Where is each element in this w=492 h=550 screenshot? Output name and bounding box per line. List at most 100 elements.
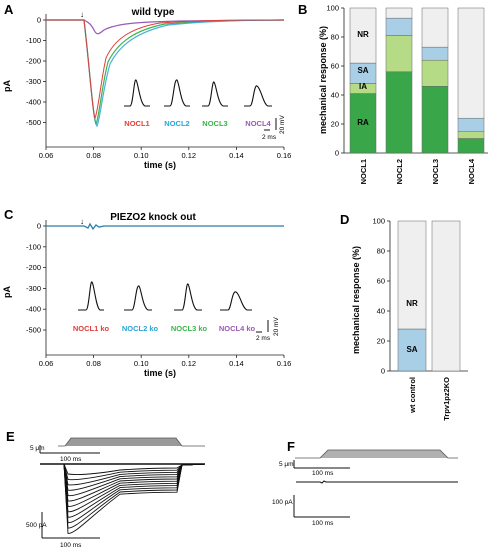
ytick-label: -200 xyxy=(26,57,41,66)
ytick-label: 100 xyxy=(326,4,339,13)
panel-c-trace-labels: NOCL1 ko NOCL2 ko NOCL3 ko NOCL4 ko xyxy=(73,324,256,333)
panel-f-scale-pa-label: 100 pA xyxy=(272,499,293,506)
bar-segment-sa xyxy=(421,46,449,61)
segment-label-sa: SA xyxy=(357,66,368,75)
segment-label-nr: NR xyxy=(357,30,369,39)
xtick-label: NOCL2 xyxy=(395,159,404,184)
xtick-label: 0.14 xyxy=(229,151,244,160)
bar-segment-ra xyxy=(349,93,377,154)
panel-b-xticks: NOCL1 NOCL2 NOCL3 NOCL4 xyxy=(359,158,476,184)
ytick-label: 80 xyxy=(331,33,339,42)
panel-e-scale-ms-bottom-label: 100 ms xyxy=(60,542,82,549)
bar-segment-nr xyxy=(457,7,485,119)
panel-e: E 5 μm 100 ms 500 pA 100 ms xyxy=(6,429,206,549)
ap-inset-nocl1-ko xyxy=(78,281,104,311)
xtick-label: NOCL1 xyxy=(359,159,368,184)
ytick-label: -500 xyxy=(26,326,41,335)
panel-b-bars: NR SA IA RA xyxy=(349,7,485,154)
bar-segment-sa xyxy=(397,328,427,372)
segment-label-ra: RA xyxy=(357,118,369,127)
ytick-label: 0 xyxy=(381,367,385,376)
xtick-label: Trpv1pz2KO xyxy=(442,377,451,421)
segment-label-ia: IA xyxy=(359,82,367,91)
panel-c-title: PIEZO2 knock out xyxy=(110,212,196,223)
xtick-label: 0.16 xyxy=(277,151,292,160)
trace-label: NOCL1 xyxy=(124,119,149,128)
panel-a: A wild type pA time (s) 0 -100 -200 -300 -40… xyxy=(2,2,291,170)
trace-label: NOCL4 xyxy=(245,119,271,128)
bar-segment-ra xyxy=(457,138,485,154)
ap-inset-nocl3-ko xyxy=(174,283,202,311)
stimulus-arrow-icon: ↓ xyxy=(80,10,84,19)
ytick-label: -500 xyxy=(26,118,41,127)
ap-inset-nocl3 xyxy=(202,81,228,107)
ytick-label: 80 xyxy=(377,247,385,256)
ap-inset-nocl2-ko xyxy=(124,285,152,311)
xtick-label: 0.16 xyxy=(277,359,292,368)
panel-e-current-trace xyxy=(63,463,206,486)
bar-segment-sa xyxy=(385,17,413,36)
trace-ko-combined xyxy=(46,222,284,231)
trace-nocl3 xyxy=(46,19,285,126)
panel-c: C PIEZO2 knock out pA time (s) 0 -100 -200… xyxy=(2,207,291,378)
panel-f-scale-ms-bottom-label: 100 ms xyxy=(312,520,334,527)
ytick-label: 20 xyxy=(377,337,385,346)
ytick-label: -400 xyxy=(26,305,41,314)
xtick-label: 0.12 xyxy=(181,151,196,160)
xtick-label: 0.08 xyxy=(86,359,101,368)
panel-a-trace-labels: NOCL1 NOCL2 NOCL3 NOCL4 xyxy=(124,119,271,128)
panel-b-ylabel: mechanical response (%) xyxy=(318,26,328,134)
xtick-label: 0.14 xyxy=(229,359,244,368)
ytick-label: -300 xyxy=(26,284,41,293)
ap-inset-nocl1 xyxy=(124,79,150,107)
bar-segment-ia xyxy=(385,35,413,73)
panel-letter-a: A xyxy=(4,2,14,17)
bar-segment-ra xyxy=(421,86,449,154)
panel-c-scale-y-label: 20 mV xyxy=(273,317,280,336)
ytick-label: -100 xyxy=(26,36,41,45)
panel-letter-c: C xyxy=(4,207,14,222)
panel-d-xticks: wt control Trpv1pz2KO xyxy=(408,377,451,421)
ytick-label: 0 xyxy=(37,222,41,231)
panel-e-stimulus-step xyxy=(58,437,205,447)
panel-f-stimulus-step xyxy=(295,449,458,459)
panel-e-current-trace xyxy=(63,463,206,481)
bar-segment-nr xyxy=(397,220,427,330)
panel-e-current-trace xyxy=(63,463,206,475)
panel-d-ylabel: mechanical response (%) xyxy=(351,246,361,354)
xtick-label: 0.10 xyxy=(134,151,149,160)
trace-nocl4 xyxy=(46,19,285,35)
panel-a-scale-y-label: 20 mV xyxy=(279,115,286,134)
trace-label: NOCL2 ko xyxy=(122,324,159,333)
bar-segment-ia xyxy=(457,131,485,139)
ap-inset-nocl4 xyxy=(244,85,272,107)
trace-nocl2 xyxy=(46,19,285,128)
trace-label: NOCL2 xyxy=(164,119,189,128)
panel-e-current-trace xyxy=(63,463,206,491)
panel-e-scale-pa-label: 500 pA xyxy=(26,522,47,529)
panel-d-yticks: 0 20 40 60 80 100 xyxy=(372,217,390,376)
panel-letter-e: E xyxy=(6,429,15,444)
panel-c-yticks: 0 -100 -200 -300 -400 -500 xyxy=(26,222,46,335)
xtick-label: 0.10 xyxy=(134,359,149,368)
panel-e-current-trace xyxy=(63,463,206,518)
panel-a-xlabel: time (s) xyxy=(144,160,176,170)
bar-segment-sa xyxy=(457,117,485,132)
panel-c-xticks: 0.06 0.08 0.10 0.12 0.14 0.16 xyxy=(39,355,292,368)
segment-label-sa: SA xyxy=(406,345,417,354)
xtick-label: wt control xyxy=(408,377,417,414)
panel-e-scale-um-label: 5 μm xyxy=(30,445,45,452)
trace-label: NOCL3 ko xyxy=(171,324,208,333)
ytick-label: -400 xyxy=(26,98,41,107)
panel-b-yticks: 0 20 40 60 80 100 xyxy=(326,4,344,158)
panel-e-current-trace xyxy=(63,463,206,497)
panel-e-current-trace xyxy=(63,463,206,534)
ytick-label: 0 xyxy=(37,16,41,25)
bar-segment-nr xyxy=(431,220,461,372)
panel-e-current-traces xyxy=(40,463,206,534)
panel-letter-f: F xyxy=(287,439,295,454)
panel-e-current-trace xyxy=(63,463,206,524)
segment-label-nr: NR xyxy=(406,299,418,308)
ytick-label: 0 xyxy=(335,149,339,158)
panel-d: D mechanical response (%) 0 20 40 60 80 100 N… xyxy=(340,212,468,421)
